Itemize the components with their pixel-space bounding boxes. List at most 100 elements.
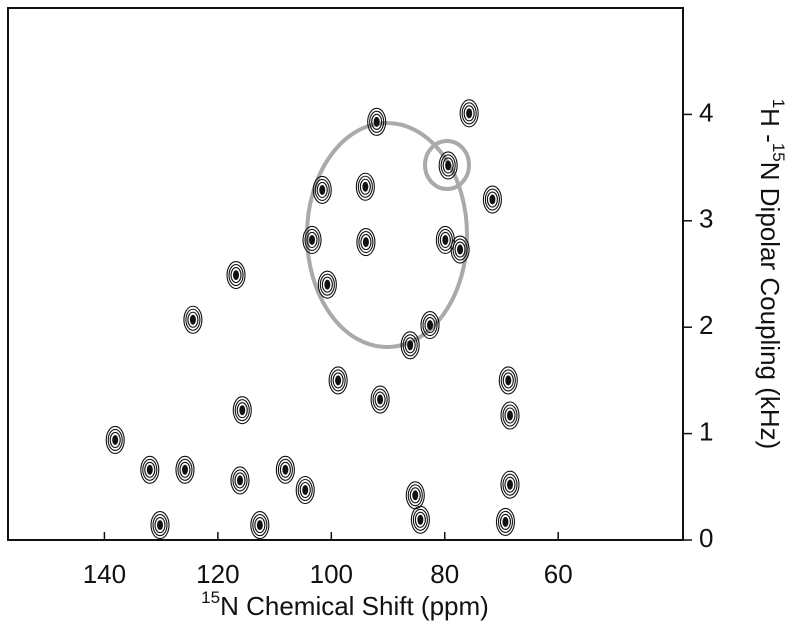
contour-line <box>367 107 387 136</box>
peak-core <box>309 234 316 245</box>
peak-core <box>324 279 331 290</box>
contour-line <box>442 157 454 174</box>
contour-line <box>312 175 332 204</box>
contour-line <box>177 458 193 481</box>
contour-line <box>409 487 421 504</box>
contour-line <box>277 458 293 481</box>
contour-line <box>422 314 438 337</box>
contour-line <box>314 178 330 201</box>
contour-line <box>332 372 344 389</box>
contour-line <box>144 461 156 478</box>
contour-line <box>400 331 420 360</box>
contour-line <box>187 311 199 328</box>
peak-core <box>506 479 513 490</box>
contour-line <box>504 476 516 493</box>
contour-line <box>452 238 468 261</box>
contour-line <box>356 228 376 257</box>
x-tick-label: 80 <box>430 559 459 589</box>
contour-line <box>370 385 390 414</box>
contour-line <box>500 470 520 499</box>
contour-line <box>328 366 348 395</box>
peak <box>355 172 375 201</box>
peak <box>105 425 125 455</box>
contour-line <box>495 507 516 536</box>
contour-line <box>321 276 333 293</box>
peak-core <box>407 340 414 351</box>
contour-line <box>275 455 295 484</box>
contour-line <box>404 337 416 354</box>
peak <box>500 470 520 499</box>
contour-line <box>297 478 313 502</box>
peak-core <box>181 464 188 475</box>
y-tick-label: 2 <box>699 310 713 340</box>
peak <box>226 261 246 290</box>
peak <box>410 505 430 534</box>
contour-line <box>152 514 168 537</box>
contour-line <box>407 484 423 507</box>
peak <box>295 475 315 505</box>
contour-line <box>317 270 337 299</box>
contour-line <box>374 391 386 408</box>
peak <box>150 511 170 540</box>
contour-line <box>295 475 315 505</box>
highlight-ellipse <box>305 121 469 349</box>
peak <box>230 466 250 495</box>
peak <box>140 455 160 484</box>
contour-line <box>461 102 477 125</box>
peak <box>459 99 479 128</box>
peak-core <box>362 181 369 192</box>
contour-line <box>226 261 246 290</box>
contour-line <box>502 404 518 427</box>
contour-line <box>463 105 475 122</box>
x-tick-label: 100 <box>310 559 353 589</box>
contour-line <box>355 172 375 201</box>
contour-line <box>185 308 201 331</box>
peak <box>183 305 203 334</box>
contour-line <box>109 431 121 449</box>
axis-label-text: N Chemical Shift (ppm) <box>220 591 489 621</box>
contour-line <box>234 399 250 422</box>
peak <box>400 331 420 360</box>
contour-line <box>105 425 125 455</box>
peak-core <box>417 514 424 525</box>
peak-core <box>302 484 309 495</box>
contour-line <box>179 461 191 478</box>
contour-line <box>414 511 426 528</box>
peak-core <box>335 375 342 386</box>
x-tick-label: 60 <box>544 559 573 589</box>
contour-line <box>412 508 428 531</box>
contour-line <box>402 334 418 357</box>
contour-line <box>250 511 270 540</box>
contour-line <box>175 455 195 484</box>
peak-core <box>489 194 496 205</box>
peak-core <box>412 490 419 501</box>
peak <box>367 107 387 136</box>
contour-line <box>319 273 335 296</box>
peak-core <box>502 516 509 527</box>
peak-core <box>282 464 289 475</box>
peak <box>370 385 390 414</box>
peak-core <box>457 244 464 255</box>
y-tick-label: 0 <box>699 523 713 553</box>
contour-line <box>359 178 371 195</box>
contour-line <box>302 225 322 255</box>
x-axis-label: 15N Chemical Shift (ppm) <box>201 588 489 620</box>
contour-line <box>232 469 248 492</box>
contour-line <box>369 110 385 133</box>
peak-core <box>236 475 243 486</box>
peak <box>500 401 520 430</box>
contour-line <box>304 228 320 252</box>
peak <box>232 396 252 425</box>
peak <box>302 225 322 255</box>
contour-line <box>502 372 514 389</box>
peak <box>250 511 270 540</box>
contour-line <box>228 264 244 287</box>
contour-line <box>482 185 502 214</box>
x-tick-label: 120 <box>196 559 239 589</box>
peak-core <box>377 394 384 405</box>
contour-line <box>502 473 518 496</box>
y-tick-label: 4 <box>699 97 713 127</box>
peak <box>312 175 332 204</box>
peak <box>420 311 440 340</box>
